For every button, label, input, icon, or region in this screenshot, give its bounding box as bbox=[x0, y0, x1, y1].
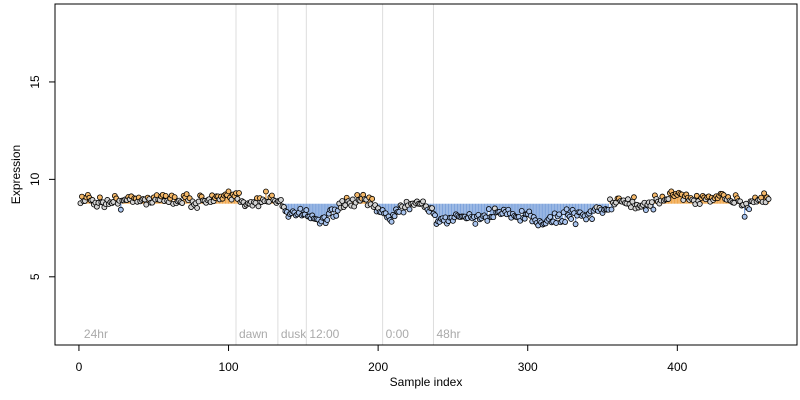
x-tick-label: 300 bbox=[518, 360, 538, 374]
y-axis: 5 10 15 bbox=[28, 75, 56, 280]
data-point bbox=[171, 194, 178, 201]
data-point bbox=[297, 205, 304, 212]
data-point bbox=[472, 220, 479, 227]
data-point bbox=[420, 198, 426, 205]
y-tick-label: 15 bbox=[28, 75, 42, 89]
data-point bbox=[369, 195, 376, 202]
expression-points bbox=[77, 188, 772, 229]
data-point bbox=[589, 216, 595, 222]
data-point bbox=[746, 206, 753, 213]
data-point bbox=[263, 188, 269, 195]
data-point bbox=[765, 196, 772, 202]
data-point bbox=[236, 190, 242, 196]
data-point bbox=[429, 205, 435, 211]
data-point bbox=[432, 212, 438, 219]
data-point bbox=[696, 201, 703, 207]
data-point bbox=[388, 218, 395, 225]
data-point bbox=[625, 196, 631, 203]
data-point bbox=[96, 194, 103, 201]
phase-label: dawn bbox=[239, 327, 268, 341]
y-axis-title: Expression bbox=[9, 145, 23, 204]
phase-markers: dawn dusk 12:00 0:00 48hr 24hr bbox=[84, 4, 461, 345]
x-tick-label: 400 bbox=[667, 360, 687, 374]
data-point bbox=[693, 192, 700, 199]
data-point bbox=[333, 212, 340, 219]
data-point bbox=[303, 207, 310, 213]
data-point bbox=[563, 206, 570, 213]
data-point bbox=[643, 207, 649, 214]
data-point bbox=[324, 217, 331, 223]
phase-label: dusk bbox=[281, 327, 307, 341]
data-point bbox=[179, 200, 186, 206]
data-point bbox=[183, 191, 190, 197]
phase-label: 12:00 bbox=[309, 327, 339, 341]
data-point bbox=[277, 196, 284, 203]
data-point bbox=[485, 206, 492, 212]
data-point bbox=[631, 194, 637, 201]
data-point bbox=[761, 190, 767, 197]
data-point bbox=[741, 213, 748, 220]
data-point bbox=[490, 214, 497, 221]
data-point bbox=[547, 213, 554, 220]
y-tick-label: 10 bbox=[28, 172, 42, 186]
data-point bbox=[225, 188, 232, 195]
data-point bbox=[518, 207, 525, 214]
y-tick-label: 5 bbox=[28, 273, 42, 280]
data-point bbox=[339, 198, 346, 204]
data-point bbox=[117, 206, 124, 213]
data-point bbox=[556, 211, 563, 218]
data-point bbox=[255, 203, 262, 210]
data-point bbox=[354, 192, 361, 198]
data-point bbox=[562, 219, 569, 225]
data-point bbox=[608, 206, 615, 213]
x-axis-title: Sample index bbox=[390, 375, 463, 389]
x-tick-label: 100 bbox=[219, 360, 239, 374]
data-point bbox=[400, 209, 407, 216]
data-point bbox=[391, 213, 398, 220]
phase-label: 48hr bbox=[436, 327, 460, 341]
data-point bbox=[406, 206, 413, 213]
data-point bbox=[583, 216, 589, 223]
x-tick-label: 200 bbox=[368, 360, 388, 374]
data-point bbox=[650, 206, 657, 213]
data-point bbox=[648, 199, 655, 206]
data-point bbox=[572, 221, 579, 228]
x-tick-label: 0 bbox=[76, 360, 83, 374]
data-point bbox=[194, 205, 201, 211]
x-axis: 0 100 200 300 400 bbox=[76, 344, 688, 374]
phase-label: 0:00 bbox=[386, 327, 410, 341]
data-point bbox=[228, 196, 235, 203]
data-point bbox=[568, 216, 575, 222]
data-point bbox=[665, 196, 672, 202]
data-point bbox=[484, 217, 491, 224]
plot-frame bbox=[54, 3, 798, 346]
phase-label: 24hr bbox=[84, 327, 108, 341]
